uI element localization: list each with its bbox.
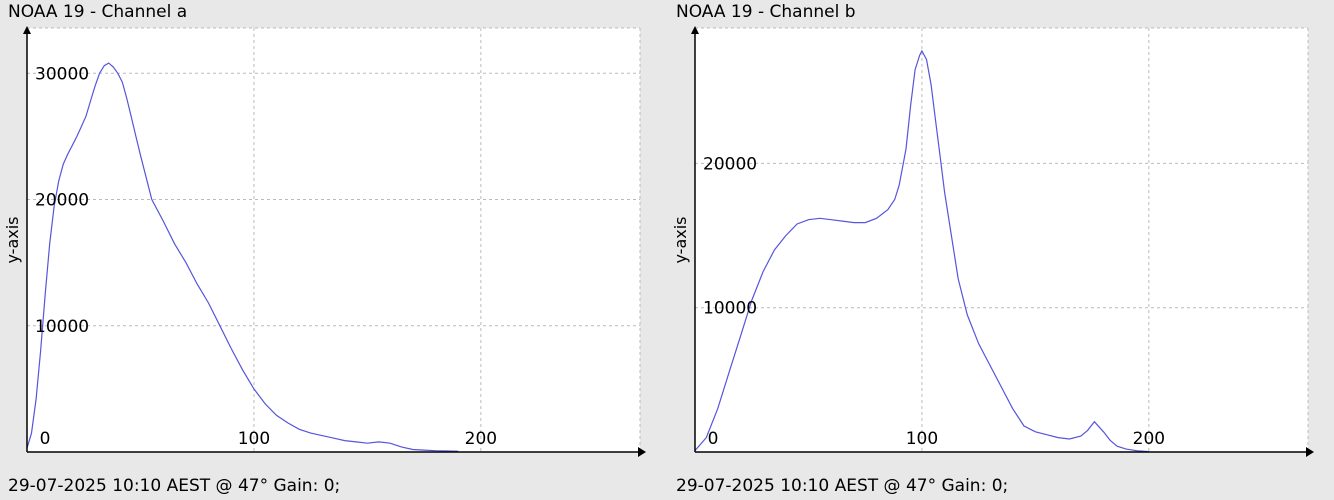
plot-area: 0 100 200 10000 20000 30000 y-axis <box>0 24 660 474</box>
chart-panel-b: NOAA 19 - Channel b 0 100 200 10000 20000 y-a… <box>668 0 1328 500</box>
chart-title: NOAA 19 - Channel b <box>676 2 856 22</box>
y-tick-label: 30000 <box>35 64 89 84</box>
x-tick-label: 200 <box>1133 429 1165 449</box>
plot-background <box>695 28 1308 452</box>
series-line <box>26 62 459 452</box>
x-tick-label: 200 <box>465 429 497 449</box>
y-tick-label: 10000 <box>35 317 89 337</box>
chart-footer: 29-07-2025 10:10 AEST @ 47° Gain: 0; <box>8 476 341 496</box>
y-axis-arrow <box>23 26 31 34</box>
series-line <box>694 49 1149 453</box>
y-tick-label: 10000 <box>703 299 757 319</box>
chart-footer: 29-07-2025 10:10 AEST @ 47° Gain: 0; <box>676 476 1009 496</box>
x-tick-label: 0 <box>708 429 719 449</box>
chart-b-svg: 0 100 200 10000 20000 y-axis <box>671 26 1314 457</box>
x-tick-label: 100 <box>906 429 938 449</box>
y-axis-arrow <box>691 26 699 34</box>
y-axis-label: y-axis <box>3 216 22 263</box>
chart-title: NOAA 19 - Channel a <box>8 2 188 22</box>
plot-background <box>27 28 640 452</box>
x-tick-label: 0 <box>40 429 51 449</box>
plot-area: 0 100 200 10000 20000 y-axis <box>668 24 1328 474</box>
chart-panel-a: NOAA 19 - Channel a 0 100 200 10000 20000 300… <box>0 0 660 500</box>
x-axis-arrow <box>1306 447 1314 457</box>
y-tick-label: 20000 <box>35 191 89 211</box>
y-axis-label: y-axis <box>671 216 690 263</box>
y-tick-label: 20000 <box>703 154 757 174</box>
x-tick-label: 100 <box>238 429 270 449</box>
x-axis-arrow <box>638 447 646 457</box>
chart-a-svg: 0 100 200 10000 20000 30000 y-axis <box>3 26 646 457</box>
